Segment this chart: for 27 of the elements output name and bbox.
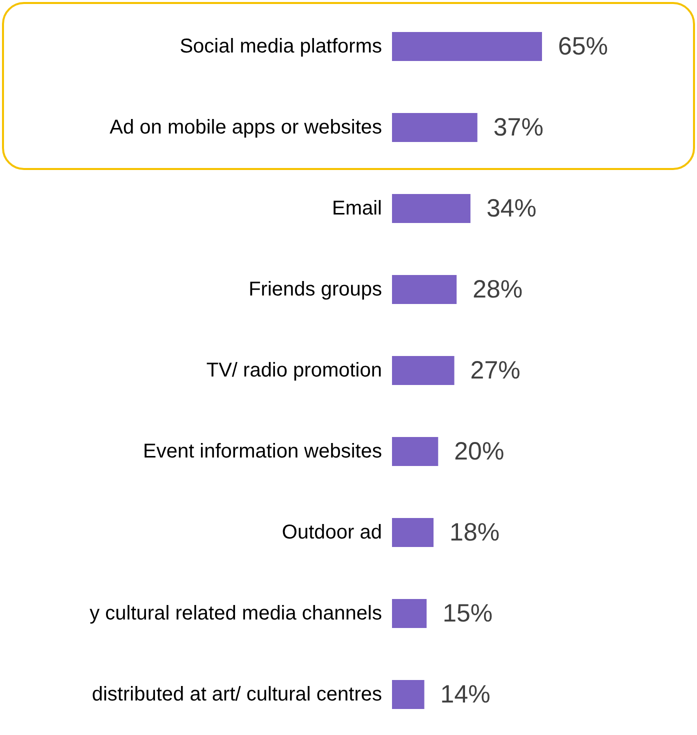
data-label: 18% xyxy=(450,518,500,546)
y-tick-label: Email xyxy=(332,198,382,220)
y-tick-label: Friends groups xyxy=(248,278,382,300)
bar xyxy=(392,356,454,385)
data-label: 14% xyxy=(440,680,490,708)
y-tick-label: Event information websites xyxy=(142,440,382,462)
y-tick-label: TV/ radio promotion xyxy=(206,360,382,382)
bar xyxy=(392,275,457,304)
bar xyxy=(392,32,542,61)
data-label: 28% xyxy=(472,276,523,304)
bar xyxy=(392,599,427,628)
y-tick-label: Ad on mobile apps or websites xyxy=(110,116,382,138)
bar xyxy=(392,518,434,547)
data-label: 65% xyxy=(558,32,608,60)
data-label: 27% xyxy=(470,356,520,384)
data-label: 37% xyxy=(493,114,544,142)
y-tick-label: y cultural related media channels xyxy=(90,602,382,624)
bar xyxy=(392,113,478,142)
bar xyxy=(392,437,438,466)
y-tick-label: distributed at art/ cultural centres xyxy=(92,684,382,706)
data-label: 20% xyxy=(454,438,504,466)
y-tick-label: Outdoor ad xyxy=(282,522,382,544)
data-label: 15% xyxy=(442,600,493,628)
bar xyxy=(392,680,424,709)
y-tick-label: Social media platforms xyxy=(180,36,382,58)
data-label: 34% xyxy=(486,194,537,222)
bar xyxy=(392,194,470,223)
